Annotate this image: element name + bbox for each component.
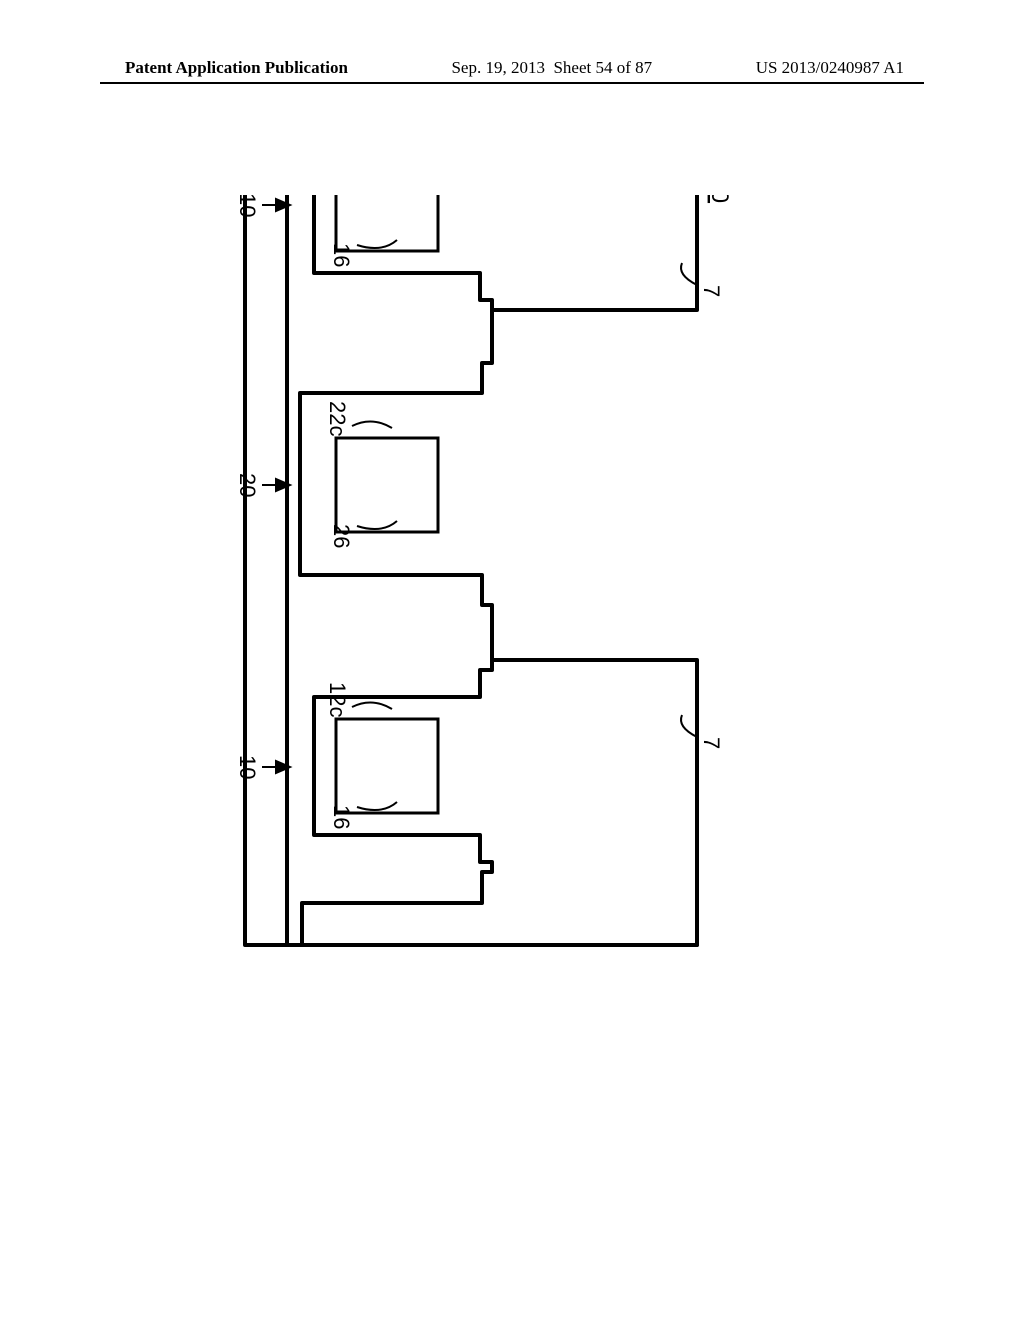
header-pub-number: US 2013/0240987 A1	[756, 58, 904, 78]
label-10-right: 10	[235, 755, 260, 779]
label-26: 26	[329, 524, 354, 548]
label-22c: 22c	[325, 401, 350, 436]
label-7-right: 7	[699, 737, 724, 749]
ref-100: 100	[706, 195, 733, 203]
figure-54: FIG 54 100	[172, 195, 772, 1115]
label-16-left: 16	[329, 243, 354, 267]
label-20: 20	[235, 473, 260, 497]
label-7-left: 7	[699, 285, 724, 297]
label-10-left: 10	[235, 195, 260, 217]
label-12c-right: 12c	[325, 682, 350, 717]
header-date-sheet: Sep. 19, 2013 Sheet 54 of 87	[451, 58, 652, 78]
header-divider	[100, 82, 924, 84]
label-16-right: 16	[329, 805, 354, 829]
header-publication: Patent Application Publication	[125, 58, 348, 78]
page-header: Patent Application Publication Sep. 19, …	[0, 58, 1024, 78]
